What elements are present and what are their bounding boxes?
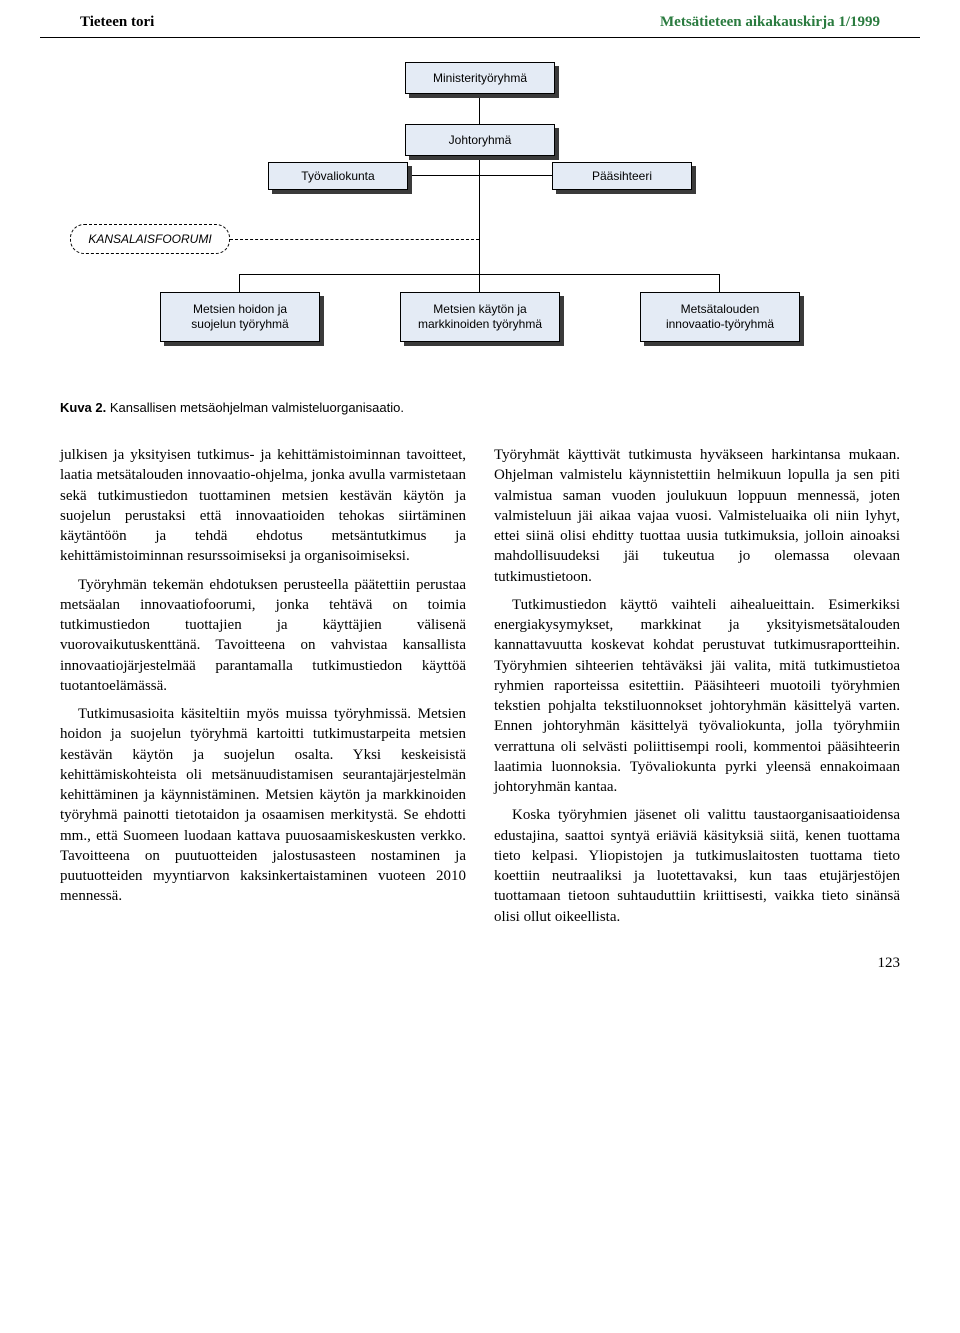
- paragraph: Koska työryhmien jäsenet oli valittu tau…: [494, 805, 900, 927]
- box-label: Metsien hoidon ja suojelun työryhmä: [171, 302, 309, 332]
- connector-dashed: [230, 239, 479, 240]
- box-label: Työvaliokunta: [301, 169, 374, 184]
- box-innovaatio: Metsätalouden innovaatio-työryhmä: [640, 292, 800, 342]
- box-label: KANSALAISFOORUMI: [88, 232, 211, 247]
- box-tyovaliokunta: Työvaliokunta: [268, 162, 408, 190]
- box-label: Ministerityöryhmä: [433, 71, 527, 86]
- box-ministeri: Ministerityöryhmä: [405, 62, 555, 94]
- header-left: Tieteen tori: [80, 14, 154, 31]
- body-columns: julkisen ja yksityisen tutkimus- ja kehi…: [0, 445, 960, 935]
- paragraph: Tutkimustiedon käyttö vaihteli aihealuei…: [494, 595, 900, 798]
- column-left: julkisen ja yksityisen tutkimus- ja kehi…: [60, 445, 466, 935]
- page-number: 123: [0, 935, 960, 1002]
- connector: [479, 274, 480, 292]
- paragraph: Työryhmät käyttivät tutkimusta hyväkseen…: [494, 445, 900, 587]
- connector: [479, 98, 480, 124]
- box-kansalaisfoorumi: KANSALAISFOORUMI: [70, 224, 230, 254]
- box-label: Metsien käytön ja markkinoiden työryhmä: [411, 302, 549, 332]
- caption-text: Kansallisen metsäohjelman valmisteluorga…: [110, 400, 404, 415]
- org-diagram: Ministerityöryhmä Johtoryhmä Työvaliokun…: [60, 62, 900, 382]
- paragraph: Työryhmän tekemän ehdotuksen perusteella…: [60, 575, 466, 697]
- box-kaytto-markkinat: Metsien käytön ja markkinoiden työryhmä: [400, 292, 560, 342]
- box-paasihteeri: Pääsihteeri: [552, 162, 692, 190]
- box-hoito-suojelu: Metsien hoidon ja suojelun työryhmä: [160, 292, 320, 342]
- connector: [479, 160, 480, 175]
- box-label: Metsätalouden innovaatio-työryhmä: [651, 302, 789, 332]
- connector: [239, 274, 240, 292]
- paragraph: Tutkimusasioita käsiteltiin myös muissa …: [60, 704, 466, 907]
- header-right: Metsätieteen aikakauskirja 1/1999: [660, 14, 880, 31]
- paragraph: julkisen ja yksityisen tutkimus- ja kehi…: [60, 445, 466, 567]
- connector: [719, 274, 720, 292]
- connector: [479, 176, 480, 274]
- column-right: Työryhmät käyttivät tutkimusta hyväkseen…: [494, 445, 900, 935]
- box-label: Johtoryhmä: [449, 133, 512, 148]
- box-label: Pääsihteeri: [592, 169, 652, 184]
- page-header: Tieteen tori Metsätieteen aikakauskirja …: [40, 0, 920, 38]
- caption-label: Kuva 2.: [60, 400, 106, 415]
- figure-caption: Kuva 2. Kansallisen metsäohjelman valmis…: [60, 400, 900, 415]
- box-johto: Johtoryhmä: [405, 124, 555, 156]
